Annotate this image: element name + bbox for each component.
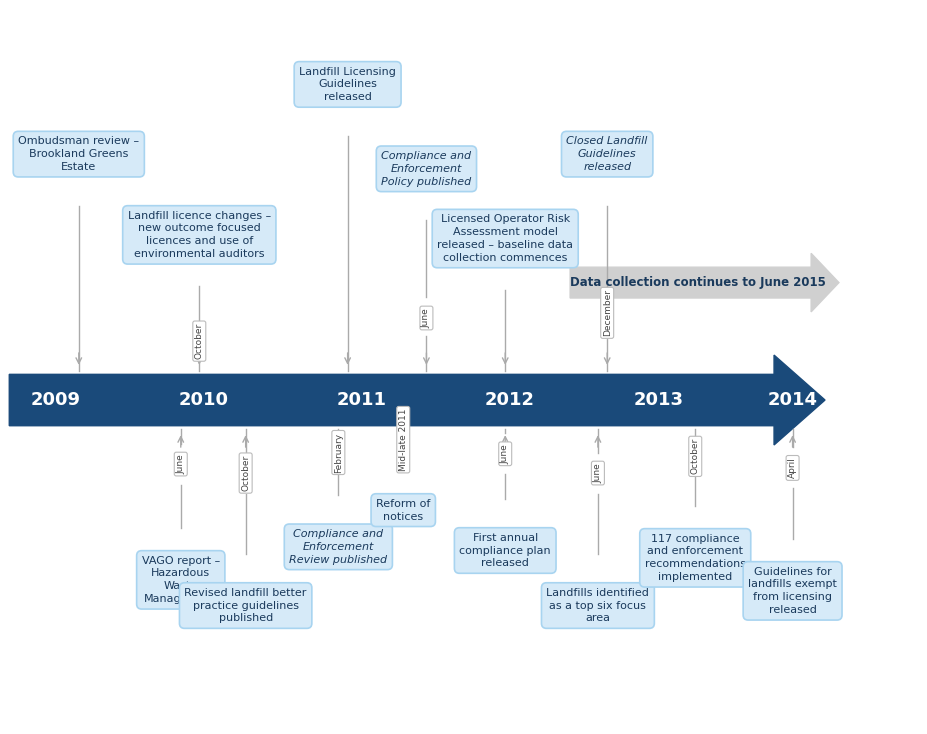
Text: February: February [334, 432, 343, 473]
Text: 2010: 2010 [179, 391, 229, 409]
Text: Compliance and
Enforcement
Review published: Compliance and Enforcement Review publis… [289, 529, 387, 564]
Text: April: April [788, 457, 797, 479]
Text: Landfill licence changes –
new outcome focused
licences and use of
environmental: Landfill licence changes – new outcome f… [128, 211, 271, 259]
FancyArrow shape [570, 253, 839, 312]
Text: October: October [241, 455, 250, 491]
Text: 2013: 2013 [633, 391, 683, 409]
Text: First annual
compliance plan
released: First annual compliance plan released [460, 533, 551, 568]
Text: 2012: 2012 [485, 391, 535, 409]
Text: Reform of
notices: Reform of notices [376, 498, 430, 522]
Text: Compliance and
Enforcement
Policy published: Compliance and Enforcement Policy publis… [381, 151, 472, 186]
Text: Ombudsman review –
Brookland Greens
Estate: Ombudsman review – Brookland Greens Esta… [19, 137, 139, 172]
Text: 2014: 2014 [768, 391, 818, 409]
Text: October: October [691, 438, 700, 474]
Text: Licensed Operator Risk
Assessment model
released – baseline data
collection comm: Licensed Operator Risk Assessment model … [438, 214, 573, 263]
Text: June: June [422, 308, 431, 328]
Text: June: June [176, 454, 185, 474]
Text: Guidelines for
landfills exempt
from licensing
released: Guidelines for landfills exempt from lic… [748, 567, 837, 615]
Text: 117 compliance
and enforcement
recommendations
implemented: 117 compliance and enforcement recommend… [645, 534, 745, 582]
Text: Data collection continues to June 2015: Data collection continues to June 2015 [570, 276, 826, 289]
Text: Mid-late 2011: Mid-late 2011 [399, 408, 408, 471]
Text: Revised landfill better
practice guidelines
published: Revised landfill better practice guideli… [184, 588, 307, 623]
Text: October: October [195, 323, 204, 359]
Text: Landfill Licensing
Guidelines
released: Landfill Licensing Guidelines released [299, 67, 396, 102]
Text: June: June [593, 463, 603, 483]
Text: Landfills identified
as a top six focus
area: Landfills identified as a top six focus … [547, 588, 649, 623]
Text: June: June [501, 444, 510, 464]
Text: December: December [603, 289, 612, 336]
Text: 2009: 2009 [31, 391, 81, 409]
Text: VAGO report –
Hazardous
Waste
Management: VAGO report – Hazardous Waste Management [142, 556, 220, 604]
FancyArrow shape [9, 355, 825, 445]
Text: Closed Landfill
Guidelines
released: Closed Landfill Guidelines released [566, 137, 648, 172]
Text: 2011: 2011 [337, 391, 387, 409]
